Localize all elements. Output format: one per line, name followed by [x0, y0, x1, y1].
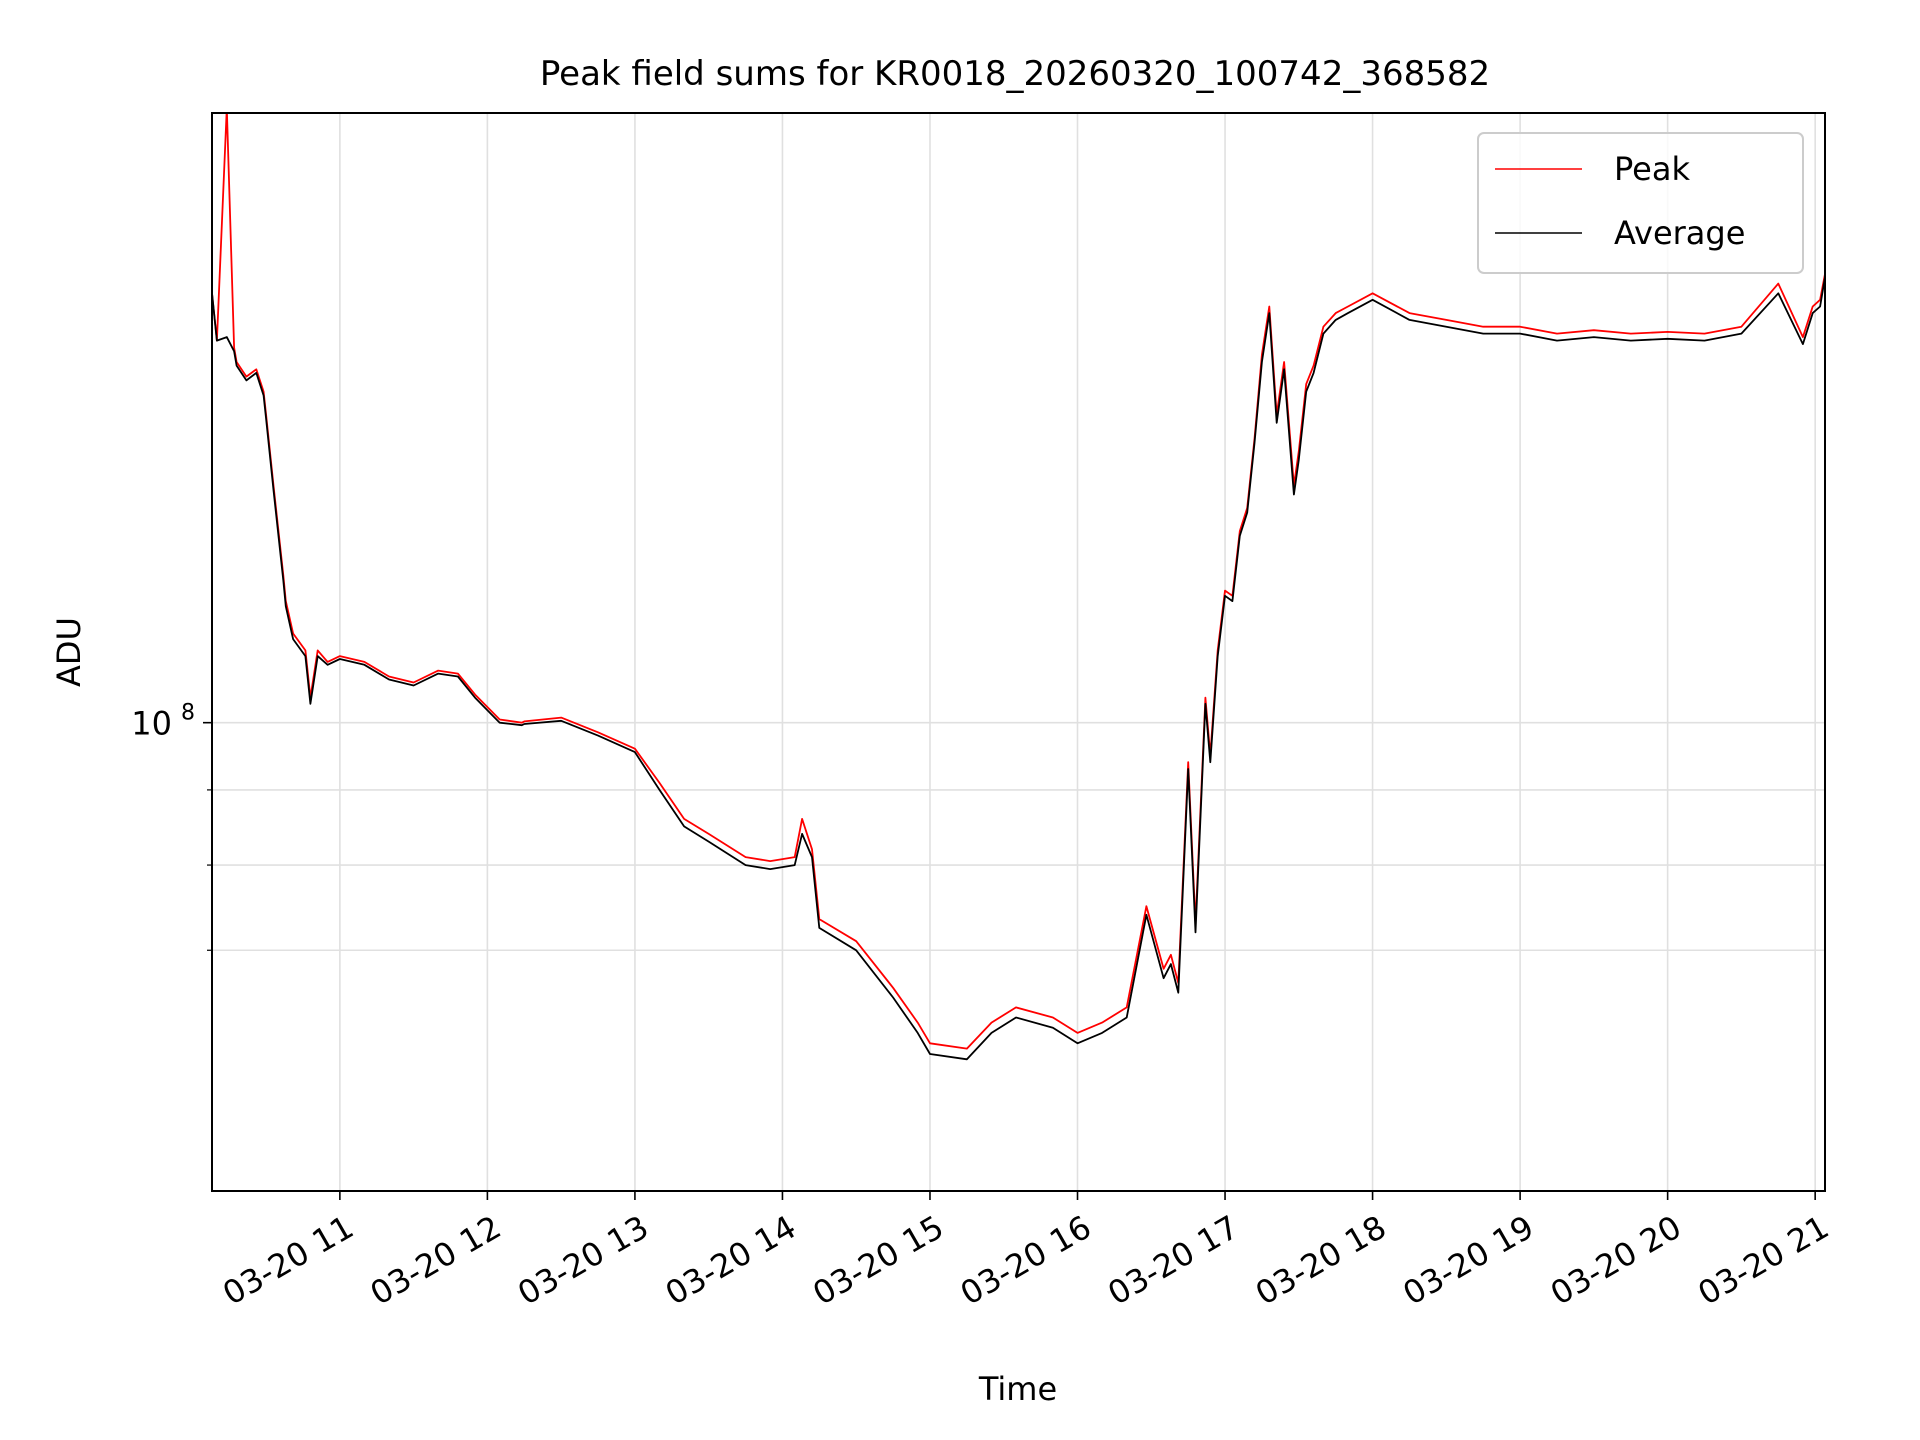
plot-series [212, 113, 1825, 1061]
series-line-peak [212, 113, 1825, 1050]
chart-title: Peak field sums for KR0018_20260320_1007… [540, 54, 1490, 94]
legend-label-average: Average [1614, 214, 1745, 252]
x-axis-label: Time [978, 1370, 1057, 1408]
plot-area-frame [211, 112, 1826, 1192]
y-tick-exponent: 8 [181, 701, 195, 726]
y-axis-label: ADU [50, 617, 88, 687]
y-tick-label: 10 [131, 705, 172, 743]
legend-box [1477, 132, 1804, 274]
y-axis-ticks: 10 8 [131, 701, 212, 951]
series-line-average [212, 277, 1825, 1061]
legend-label-peak: Peak [1614, 150, 1690, 188]
legend: Peak Average [1477, 132, 1804, 274]
